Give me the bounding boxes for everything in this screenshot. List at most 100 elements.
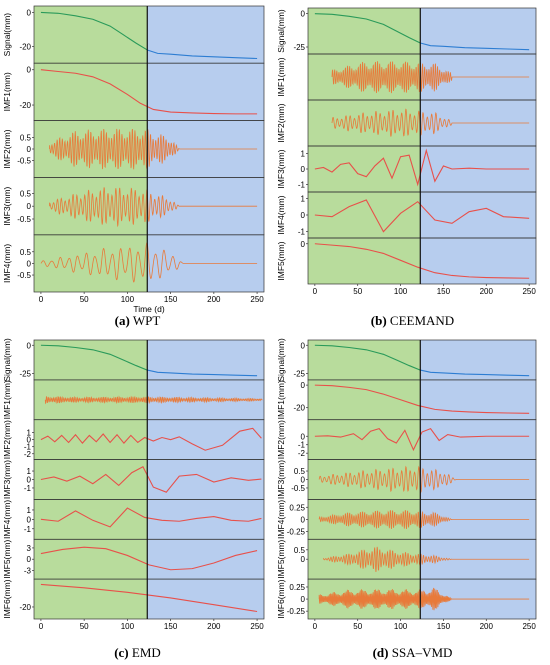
xtick-label-c-0: 0 [39, 622, 44, 631]
ytick-label-a-3-0: 0.5 [20, 189, 32, 198]
ytick-label-c-4-2: -1 [24, 525, 32, 534]
ytick-label-a-2-1: 0 [27, 145, 32, 154]
series-line-c-3 [40, 466, 262, 493]
ylabel-d-2: IMF2(mm) [276, 420, 286, 459]
series-line-c-2 [40, 427, 262, 451]
ytick-label-a-1-1: -20 [19, 101, 31, 110]
xtick-label-b-4: 200 [480, 287, 494, 296]
ytick-label-d-4-0: 0.25 [289, 503, 305, 512]
caption-a: (a) WPT [0, 313, 275, 329]
ylabel-d-6: IMF6(mm) [276, 579, 286, 618]
caption-c-letter: (c) [114, 645, 129, 660]
ytick-label-b-4-0: 1 [301, 194, 306, 203]
ytick-label-d-5-0: 0.5 [294, 546, 306, 555]
region-c-0 [34, 340, 148, 619]
ytick-label-d-4-2: -0.25 [287, 527, 306, 536]
panel-a: Signal(mm) 0 -20 IMF1(mm) 0 -20 IMF2(mm) 0.5 0 -0… [2, 5, 265, 314]
ytick-label-b-3-1: 0 [301, 165, 306, 174]
xtick-label-a-3: 150 [164, 295, 178, 304]
series-line-b-5 [314, 243, 530, 279]
ytick-label-a-4-2: -0.5 [17, 271, 31, 280]
xlabel-a: Time (d) [133, 304, 164, 314]
ytick-label-d-0-0: 0 [301, 341, 306, 350]
series-line-d-4 [318, 510, 530, 530]
ytick-label-b-5-0: 0 [301, 240, 306, 249]
ytick-label-b-4-2: -1 [298, 228, 306, 237]
series-line-d-5 [323, 546, 530, 572]
ylabel-d-5: IMF5(mm) [276, 539, 286, 578]
ylabel-d-3: IMF3(mm) [276, 460, 286, 499]
ytick-label-c-0-1: -25 [19, 369, 31, 378]
subplot-frame-b-5 [307, 237, 537, 285]
xtick-label-a-0: 0 [39, 295, 44, 304]
xtick-label-b-0: 0 [313, 287, 318, 296]
series-line-c-6 [40, 583, 258, 613]
ylabel-c-3: IMF3(mm) [2, 460, 12, 499]
ylabel-c-0: Signal(mm) [2, 338, 12, 382]
series-line-a-0-late [147, 49, 258, 60]
ytick-label-b-0-1: -25 [293, 43, 305, 52]
ytick-label-d-2-0: 0 [301, 432, 306, 441]
ylabel-c-5: IMF5(mm) [2, 539, 12, 578]
ytick-label-d-4-1: 0 [301, 515, 306, 524]
caption-c: (c) EMD [0, 645, 275, 661]
ytick-label-a-0-0: 0 [27, 8, 32, 17]
xtick-label-b-3: 150 [437, 287, 451, 296]
xtick-label-b-2: 100 [394, 287, 408, 296]
series-line-c-5 [40, 546, 258, 571]
caption-d-text: SSA–VMD [391, 645, 453, 660]
series-line-c-0-late [147, 369, 258, 377]
ytick-label-d-1-1: -20 [293, 404, 305, 413]
ytick-label-d-1-0: 0 [301, 381, 306, 390]
series-line-b-4 [314, 199, 530, 233]
ytick-label-b-3-0: 1 [301, 150, 306, 159]
ytick-label-d-2-2: -2 [298, 449, 306, 458]
caption-b-text: CEEMAND [389, 313, 455, 328]
ytick-label-a-0-1: -20 [19, 43, 31, 52]
ytick-label-c-4-1: 0 [27, 515, 32, 524]
series-line-a-1 [40, 69, 258, 115]
series-line-b-1 [331, 61, 530, 94]
caption-d: (d) SSA–VMD [275, 645, 550, 661]
series-line-b-0-late [420, 42, 530, 51]
series-line-a-4 [40, 242, 258, 283]
ylabel-a-3: IMF3(mm) [2, 186, 12, 225]
ytick-label-d-6-1: 0 [301, 595, 306, 604]
subplot-frame-c-6 [33, 578, 265, 620]
ylabel-b-2: IMF2(mm) [276, 103, 286, 142]
series-line-d-0-late [420, 369, 530, 377]
ylabel-c-6: IMF6(mm) [2, 579, 12, 618]
ytick-label-c-0-0: 0 [27, 341, 32, 350]
ytick-label-b-3-2: -1 [298, 180, 306, 189]
ytick-label-c-3-1: 0 [27, 476, 32, 485]
xtick-label-d-5: 250 [522, 622, 536, 631]
ytick-label-c-2-0: 1 [27, 429, 32, 438]
ytick-label-c-5-1: 0 [27, 555, 32, 564]
series-line-d-2 [314, 427, 530, 452]
caption-b: (b) CEEMAND [275, 313, 550, 329]
xtick-label-c-4: 200 [207, 622, 221, 631]
caption-d-letter: (d) [372, 645, 389, 660]
ytick-label-b-4-1: 0 [301, 211, 306, 220]
xtick-label-a-4: 200 [207, 295, 221, 304]
ylabel-b-3: IMF3(mm) [276, 149, 286, 188]
ytick-label-d-6-2: -0.25 [287, 607, 306, 616]
series-line-d-0-early [314, 344, 421, 371]
xtick-label-d-1: 50 [353, 622, 362, 631]
xtick-label-d-2: 100 [394, 622, 408, 631]
series-line-c-0-early [40, 344, 148, 371]
ytick-label-c-5-0: 3 [27, 544, 32, 553]
ytick-label-c-2-1: 0 [27, 436, 32, 445]
ytick-label-c-5-2: -3 [24, 567, 32, 576]
caption-c-text: EMD [131, 645, 161, 660]
series-line-a-3 [49, 187, 258, 228]
series-line-a-0-early [40, 11, 148, 51]
ylabel-d-4: IMF4(mm) [276, 500, 286, 539]
series-line-b-2 [331, 108, 530, 137]
xtick-label-a-5: 250 [250, 295, 264, 304]
xtick-label-a-2: 100 [121, 295, 135, 304]
ylabel-a-2: IMF2(mm) [2, 129, 12, 168]
